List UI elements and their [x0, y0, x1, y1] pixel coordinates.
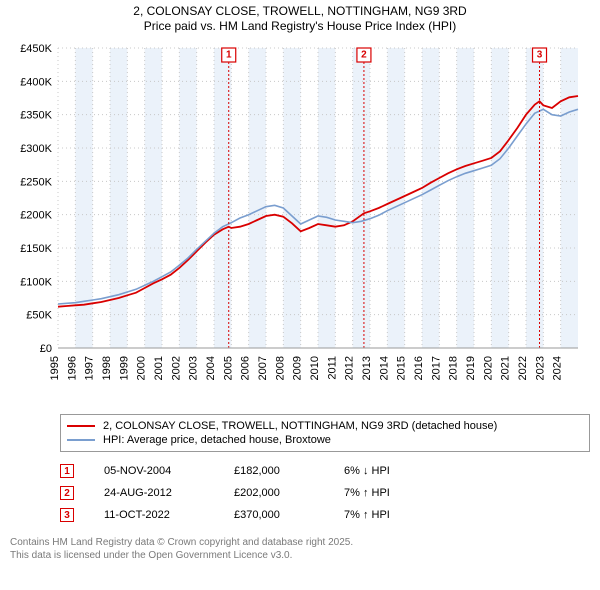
event-price: £182,000 — [234, 465, 314, 477]
svg-text:2012: 2012 — [344, 356, 356, 380]
event-date: 11-OCT-2022 — [104, 509, 204, 521]
event-marker-icon: 3 — [60, 508, 74, 522]
svg-text:2008: 2008 — [274, 356, 286, 380]
svg-text:2015: 2015 — [396, 356, 408, 380]
svg-text:2006: 2006 — [240, 356, 252, 380]
svg-text:3: 3 — [537, 50, 543, 61]
svg-text:£150K: £150K — [20, 243, 52, 255]
title-line-1: 2, COLONSAY CLOSE, TROWELL, NOTTINGHAM, … — [10, 4, 590, 19]
footer-line-2: This data is licensed under the Open Gov… — [10, 549, 590, 562]
svg-text:2007: 2007 — [257, 356, 269, 380]
line-chart: £0 £50K £100K £150K £200K £250K £300K £350K £400… — [10, 38, 590, 408]
svg-text:2001: 2001 — [153, 356, 165, 380]
svg-text:2009: 2009 — [292, 356, 304, 380]
svg-text:2010: 2010 — [309, 356, 321, 380]
svg-text:2005: 2005 — [222, 356, 234, 380]
title-line-2: Price paid vs. HM Land Registry's House … — [10, 19, 590, 34]
chart-area: £0 £50K £100K £150K £200K £250K £300K £350K £400… — [10, 38, 590, 408]
event-row: 3 11-OCT-2022 £370,000 7% ↑ HPI — [60, 504, 590, 526]
legend: 2, COLONSAY CLOSE, TROWELL, NOTTINGHAM, … — [60, 414, 590, 452]
svg-text:1998: 1998 — [101, 356, 113, 380]
svg-text:1999: 1999 — [118, 356, 130, 380]
svg-text:2016: 2016 — [413, 356, 425, 380]
svg-text:2: 2 — [361, 50, 367, 61]
svg-text:1: 1 — [226, 50, 232, 61]
legend-row: 2, COLONSAY CLOSE, TROWELL, NOTTINGHAM, … — [67, 419, 583, 433]
svg-text:£200K: £200K — [20, 210, 52, 222]
svg-text:2020: 2020 — [482, 356, 494, 380]
svg-text:£350K: £350K — [20, 110, 52, 122]
event-date: 05-NOV-2004 — [104, 465, 204, 477]
event-price: £202,000 — [234, 487, 314, 499]
legend-label: HPI: Average price, detached house, Brox… — [103, 434, 331, 446]
svg-text:2018: 2018 — [448, 356, 460, 380]
svg-text:2019: 2019 — [465, 356, 477, 380]
svg-text:£50K: £50K — [26, 310, 52, 322]
event-hpi: 6% ↓ HPI — [344, 465, 390, 477]
svg-text:2004: 2004 — [205, 356, 217, 380]
svg-text:2021: 2021 — [500, 356, 512, 380]
event-table: 1 05-NOV-2004 £182,000 6% ↓ HPI 2 24-AUG-2012… — [60, 460, 590, 526]
event-marker-icon: 2 — [60, 486, 74, 500]
event-row: 1 05-NOV-2004 £182,000 6% ↓ HPI — [60, 460, 590, 482]
svg-text:2011: 2011 — [326, 356, 338, 380]
legend-row: HPI: Average price, detached house, Brox… — [67, 433, 583, 447]
svg-text:2017: 2017 — [430, 356, 442, 380]
svg-text:2014: 2014 — [378, 356, 390, 380]
svg-text:1995: 1995 — [49, 356, 61, 380]
legend-swatch — [67, 439, 95, 441]
svg-text:2002: 2002 — [170, 356, 182, 380]
footer-line-1: Contains HM Land Registry data © Crown c… — [10, 536, 590, 549]
svg-text:£300K: £300K — [20, 143, 52, 155]
svg-text:2024: 2024 — [552, 356, 564, 380]
legend-label: 2, COLONSAY CLOSE, TROWELL, NOTTINGHAM, … — [103, 420, 497, 432]
legend-swatch — [67, 425, 95, 427]
svg-text:1996: 1996 — [66, 356, 78, 380]
svg-text:2022: 2022 — [517, 356, 529, 380]
svg-text:£450K: £450K — [20, 43, 52, 55]
event-marker-icon: 1 — [60, 464, 74, 478]
event-hpi: 7% ↑ HPI — [344, 487, 390, 499]
svg-text:£400K: £400K — [20, 76, 52, 88]
event-price: £370,000 — [234, 509, 314, 521]
svg-text:2013: 2013 — [361, 356, 373, 380]
svg-text:£0: £0 — [40, 343, 52, 355]
svg-text:2000: 2000 — [136, 356, 148, 380]
chart-title: 2, COLONSAY CLOSE, TROWELL, NOTTINGHAM, … — [0, 0, 600, 34]
event-hpi: 7% ↑ HPI — [344, 509, 390, 521]
svg-text:1997: 1997 — [84, 356, 96, 380]
event-row: 2 24-AUG-2012 £202,000 7% ↑ HPI — [60, 482, 590, 504]
svg-text:2003: 2003 — [188, 356, 200, 380]
footer-attribution: Contains HM Land Registry data © Crown c… — [10, 536, 590, 562]
event-date: 24-AUG-2012 — [104, 487, 204, 499]
svg-text:2023: 2023 — [534, 356, 546, 380]
svg-text:£250K: £250K — [20, 176, 52, 188]
svg-text:£100K: £100K — [20, 276, 52, 288]
